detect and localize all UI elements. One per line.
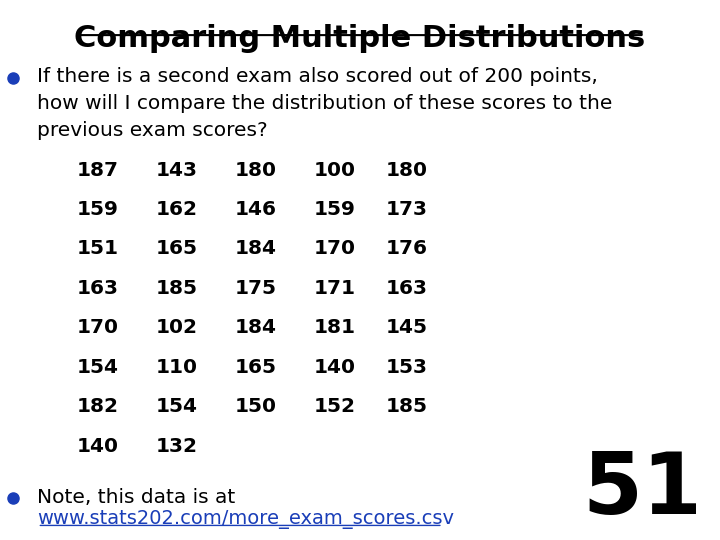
Text: 100: 100 [314, 160, 356, 180]
Text: 176: 176 [386, 239, 428, 259]
Text: 182: 182 [76, 397, 118, 416]
Text: Comparing Multiple Distributions: Comparing Multiple Distributions [74, 24, 646, 53]
Text: 162: 162 [156, 200, 197, 219]
Text: how will I compare the distribution of these scores to the: how will I compare the distribution of t… [37, 94, 613, 113]
Text: 159: 159 [76, 200, 118, 219]
Text: 180: 180 [235, 160, 276, 180]
Text: 102: 102 [156, 318, 197, 338]
Text: 132: 132 [156, 436, 197, 456]
Text: 154: 154 [156, 397, 197, 416]
Text: 152: 152 [314, 397, 356, 416]
Text: 150: 150 [235, 397, 276, 416]
Text: www.stats202.com/more_exam_scores.csv: www.stats202.com/more_exam_scores.csv [37, 510, 454, 529]
Text: 170: 170 [314, 239, 356, 259]
Text: 154: 154 [76, 357, 118, 377]
Text: 165: 165 [235, 357, 276, 377]
Text: 185: 185 [386, 397, 428, 416]
Text: 153: 153 [386, 357, 428, 377]
Text: previous exam scores?: previous exam scores? [37, 121, 268, 140]
Text: 184: 184 [235, 318, 276, 338]
Text: 145: 145 [386, 318, 428, 338]
Text: 170: 170 [76, 318, 118, 338]
Text: 173: 173 [386, 200, 428, 219]
Text: 143: 143 [156, 160, 197, 180]
Text: 175: 175 [235, 279, 276, 298]
Text: 163: 163 [386, 279, 428, 298]
Text: 165: 165 [156, 239, 197, 259]
Text: 181: 181 [314, 318, 356, 338]
Text: 187: 187 [76, 160, 118, 180]
Text: 180: 180 [386, 160, 428, 180]
Text: 163: 163 [76, 279, 118, 298]
Text: 140: 140 [76, 436, 118, 456]
Text: 51: 51 [582, 449, 702, 532]
Text: 151: 151 [76, 239, 118, 259]
Text: 171: 171 [314, 279, 356, 298]
Text: Note, this data is at: Note, this data is at [37, 488, 235, 508]
Text: 185: 185 [156, 279, 197, 298]
Text: 184: 184 [235, 239, 276, 259]
Text: 159: 159 [314, 200, 356, 219]
Text: 146: 146 [235, 200, 276, 219]
Text: If there is a second exam also scored out of 200 points,: If there is a second exam also scored ou… [37, 67, 598, 86]
Text: 110: 110 [156, 357, 197, 377]
Text: 140: 140 [314, 357, 356, 377]
